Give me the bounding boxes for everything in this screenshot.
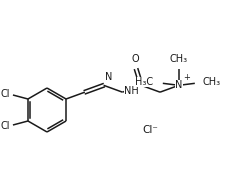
Text: +: + <box>182 73 189 82</box>
Text: NH: NH <box>124 86 139 96</box>
Text: Cl: Cl <box>0 89 10 99</box>
Text: N: N <box>174 80 182 90</box>
Text: H₃C: H₃C <box>134 77 152 87</box>
Text: CH₃: CH₃ <box>202 77 220 87</box>
Text: Cl⁻: Cl⁻ <box>141 125 157 135</box>
Text: O: O <box>131 54 138 64</box>
Text: CH₃: CH₃ <box>169 54 187 64</box>
Text: N: N <box>104 72 112 82</box>
Text: Cl: Cl <box>0 121 10 131</box>
